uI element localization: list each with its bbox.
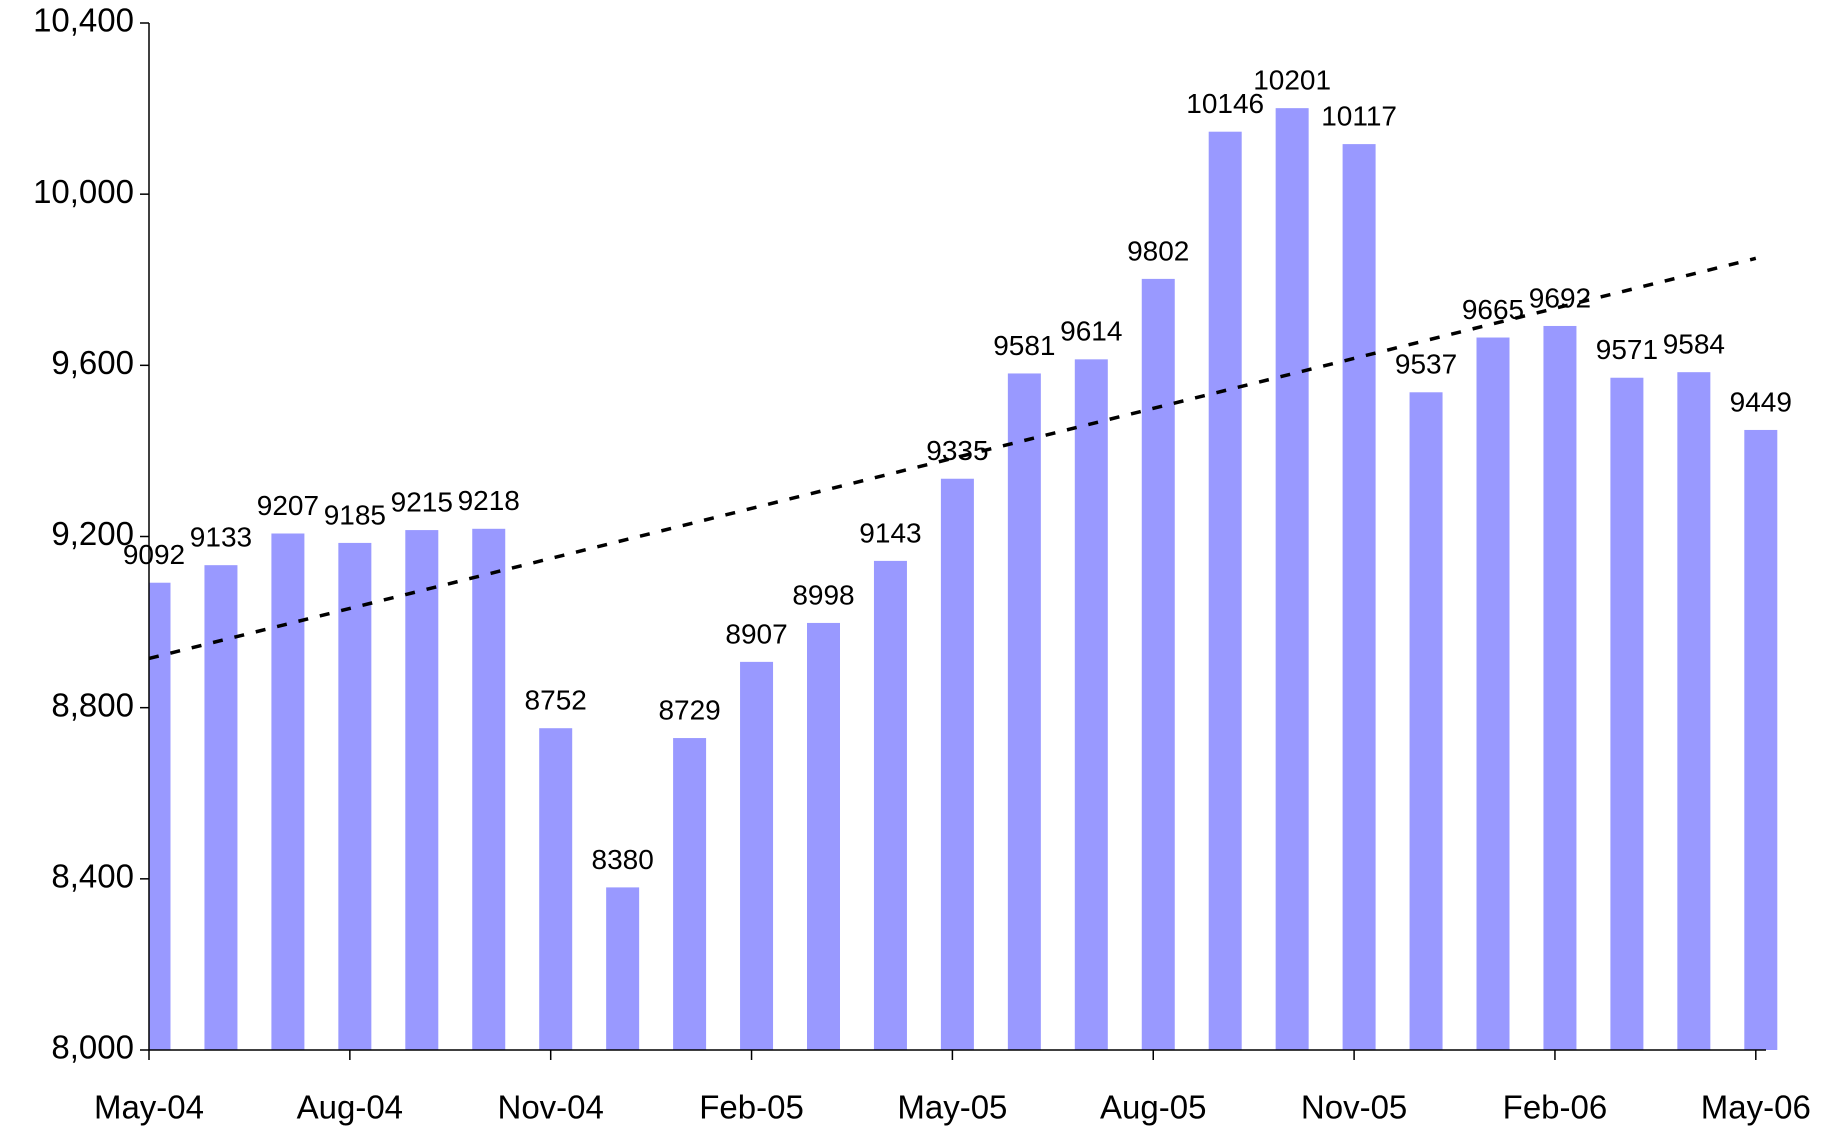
value-label: 9185: [324, 499, 386, 530]
value-label: 9449: [1730, 386, 1792, 417]
value-label: 10146: [1186, 88, 1264, 119]
bar: [673, 738, 707, 1050]
value-label: 10201: [1253, 65, 1331, 96]
y-tick-label: 9,200: [51, 515, 134, 552]
y-tick-label: 10,000: [33, 173, 134, 210]
value-label: 9614: [1060, 316, 1122, 347]
bar: [1141, 278, 1175, 1050]
value-label: 9335: [926, 435, 988, 466]
x-tick-label: May-04: [94, 1089, 204, 1126]
value-label: 8907: [725, 618, 787, 649]
bar: [1208, 131, 1242, 1051]
value-label: 10117: [1321, 100, 1397, 131]
value-label: 8380: [592, 844, 654, 875]
value-label: 9133: [190, 522, 252, 553]
bar: [271, 533, 305, 1050]
value-label: 9207: [257, 490, 319, 521]
bar: [606, 887, 640, 1050]
y-tick-label: 8,400: [51, 858, 134, 895]
bar: [1476, 337, 1510, 1050]
x-tick-label: Feb-05: [699, 1089, 804, 1126]
value-label: 8752: [525, 685, 587, 716]
bar: [1007, 373, 1041, 1050]
bar: [1543, 325, 1577, 1051]
bar: [338, 542, 372, 1050]
x-tick-label: Nov-04: [498, 1089, 604, 1126]
value-label: 9215: [391, 486, 453, 517]
bar: [1610, 377, 1644, 1050]
value-label: 8998: [792, 579, 854, 610]
x-tick-label: Nov-05: [1301, 1089, 1407, 1126]
bar: [405, 530, 439, 1050]
bar: [873, 560, 907, 1050]
bar: [539, 728, 573, 1050]
value-label: 9143: [859, 517, 921, 548]
bar: [1744, 429, 1778, 1051]
bar: [1677, 372, 1711, 1050]
value-label: 9218: [458, 485, 520, 516]
y-tick-label: 10,400: [33, 2, 134, 39]
bar: [1275, 108, 1309, 1051]
bar: [807, 622, 840, 1050]
bar: [740, 661, 774, 1050]
y-tick-label: 9,600: [51, 344, 134, 381]
value-label: 9571: [1596, 334, 1658, 365]
value-label: 8729: [658, 694, 720, 725]
y-tick-label: 8,800: [51, 686, 134, 723]
x-tick-label: May-05: [897, 1089, 1007, 1126]
bar-group: [149, 108, 1778, 1051]
bar: [1409, 392, 1443, 1050]
value-label: 9092: [123, 539, 185, 570]
value-label: 9665: [1462, 294, 1524, 325]
value-label: 9802: [1127, 235, 1189, 266]
bar: [204, 565, 238, 1050]
x-tick-label: Aug-04: [297, 1089, 403, 1126]
x-tick-label: Feb-06: [1503, 1089, 1608, 1126]
y-tick-label: 8,000: [51, 1029, 134, 1066]
bar: [1074, 359, 1108, 1050]
value-label: 9584: [1663, 329, 1725, 360]
x-tick-label: May-06: [1701, 1089, 1811, 1126]
bar: [472, 528, 506, 1050]
value-label: 9581: [993, 330, 1055, 361]
bar: [1342, 144, 1376, 1051]
x-tick-label: Aug-05: [1100, 1089, 1206, 1126]
value-label: 9537: [1395, 349, 1457, 380]
bar: [940, 478, 974, 1050]
bar: [149, 582, 171, 1050]
